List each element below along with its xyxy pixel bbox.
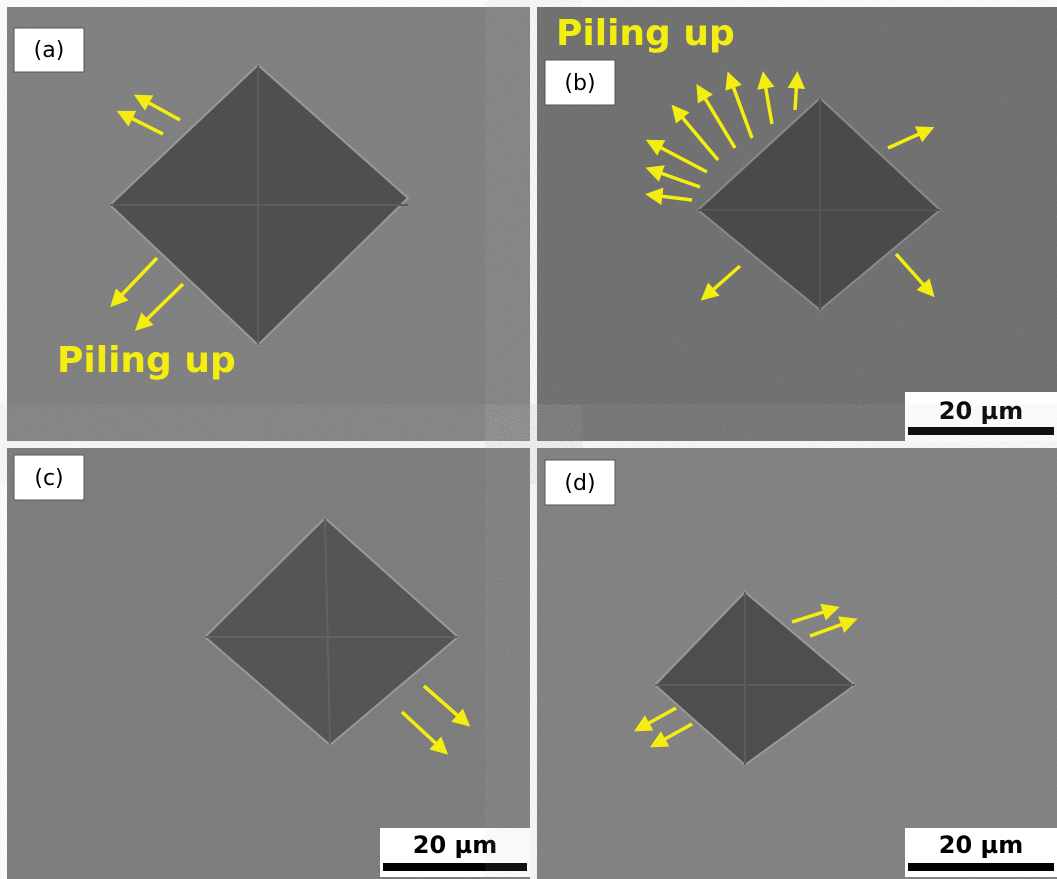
panel-label: (a) — [34, 38, 65, 63]
figure: (a) Piling up (b) Piling up 20 µm (c) 20… — [0, 0, 1057, 879]
panel-d: (d) 20 µm — [537, 448, 1057, 879]
panel-b: (b) Piling up 20 µm — [537, 7, 1057, 441]
annotation: Piling up — [556, 13, 735, 54]
scale-bar-label: 20 µm — [939, 831, 1023, 859]
panel-label: (c) — [34, 466, 63, 491]
panel-label: (b) — [564, 71, 595, 96]
annotation: Piling up — [57, 340, 236, 381]
panel-c: (c) 20 µm — [7, 448, 530, 879]
panel-a: (a) Piling up — [7, 7, 530, 441]
scale-bar-label: 20 µm — [939, 397, 1023, 425]
panel-label: (d) — [564, 471, 595, 496]
scale-bar-label: 20 µm — [413, 831, 497, 859]
